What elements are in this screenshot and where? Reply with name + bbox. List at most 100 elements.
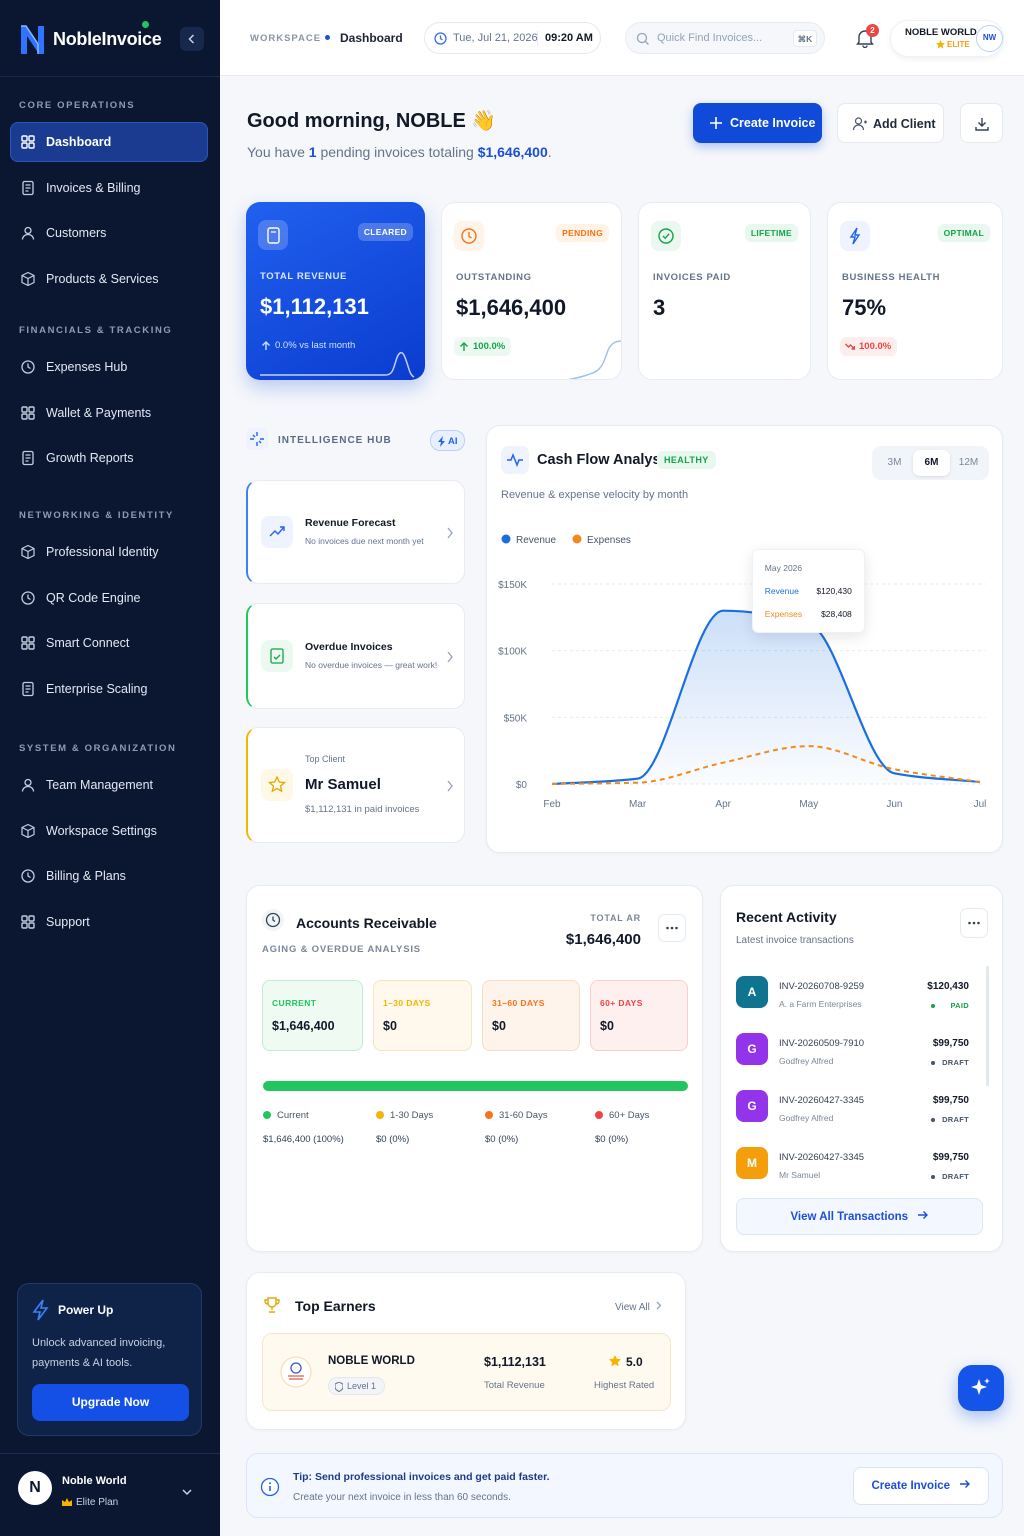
decoration	[261, 769, 293, 801]
range-option[interactable]: 6M	[913, 450, 950, 476]
insight-card[interactable]: Overdue Invoices No overdue invoices — gr…	[246, 603, 465, 709]
hub-icon	[246, 428, 268, 450]
decoration	[27, 594, 31, 600]
decoration	[447, 651, 453, 663]
nav-item[interactable]: Invoices & Billing	[10, 168, 208, 208]
user-name: Noble World	[62, 1475, 127, 1487]
icon	[840, 221, 870, 251]
tip-create-button[interactable]: Create Invoice	[853, 1467, 989, 1505]
nav-item[interactable]: Workspace Settings	[10, 811, 208, 851]
stat-value: $1,646,400	[456, 295, 567, 320]
icon	[651, 221, 681, 251]
decoration	[22, 180, 34, 195]
decoration	[21, 915, 28, 922]
range-option[interactable]: 12M	[958, 457, 979, 468]
pending-count: 1	[308, 144, 317, 160]
decoration	[662, 233, 670, 240]
time: 09:20 AM	[545, 32, 593, 44]
nav-item[interactable]: Enterprise Scaling	[10, 669, 208, 709]
decoration	[636, 32, 648, 44]
nav-section-title: NETWORKING & IDENTITY	[19, 510, 174, 521]
legend-dot	[485, 1111, 493, 1119]
nav-item[interactable]: Wallet & Payments	[10, 393, 208, 433]
nav-item[interactable]: Billing & Plans	[10, 856, 208, 896]
invoice-id: INV-20260427-3345	[779, 1095, 865, 1106]
decoration	[21, 26, 44, 54]
nav-item[interactable]: Customers	[10, 213, 208, 253]
activity-item[interactable]: G INV-20260509-7910 Godfrey Alfred $99,750 D…	[736, 1033, 981, 1083]
download-button[interactable]	[960, 103, 1003, 143]
nav-item[interactable]: Team Management	[10, 765, 208, 805]
nav-item[interactable]: Support	[10, 902, 208, 942]
aging-bucket: 60+ DAYS $0	[590, 980, 688, 1051]
icon	[21, 405, 35, 420]
bucket-detail: $0 (0%)	[595, 1134, 629, 1145]
legend-label: Revenue	[516, 535, 556, 546]
y-tick-label: $100K	[498, 647, 527, 658]
add-client-button[interactable]: Add Client	[837, 103, 944, 143]
hub-title: INTELLIGENCE HUB	[278, 435, 392, 446]
x-tick-label: Mar	[629, 799, 647, 810]
decoration	[936, 40, 945, 49]
status-dot	[931, 1004, 935, 1008]
pill-divider	[537, 31, 538, 46]
decoration	[447, 527, 453, 539]
activity-item[interactable]: A INV-20260708-9259 A. a Farm Enterprises $…	[736, 976, 981, 1026]
decoration	[849, 227, 861, 245]
top-bar: WORKSPACE Dashboard Tue, Jul 21, 2026 09…	[220, 0, 1024, 76]
x-tick-label: Apr	[715, 799, 731, 810]
decoration	[22, 451, 34, 466]
range-option[interactable]: 3M	[887, 457, 902, 468]
collapse-button[interactable]	[180, 27, 204, 51]
view-all-link[interactable]: View All	[615, 1302, 650, 1313]
user-plan: Elite Plan	[76, 1497, 119, 1508]
nav-item[interactable]: QR Code Engine	[10, 578, 208, 618]
insight-card[interactable]: Revenue Forecast No invoices due next mon…	[246, 480, 465, 584]
decoration	[182, 1489, 192, 1496]
nav-item[interactable]: Expenses Hub	[10, 347, 208, 387]
decoration	[32, 1299, 49, 1321]
more-button[interactable]	[658, 914, 686, 942]
brand: NobleInvoice	[53, 29, 162, 49]
stat-label: TOTAL REVENUE	[260, 271, 347, 282]
decoration	[710, 117, 722, 129]
scrollbar	[986, 966, 989, 1086]
view-all-button[interactable]: View All Transactions	[736, 1198, 983, 1235]
cash-flow-chart: $0 $50K $100K $150K Feb Mar Apr May Jun Jul Revenu…	[498, 534, 986, 810]
decoration	[290, 1362, 302, 1374]
earners-link[interactable]: View All	[615, 1301, 664, 1313]
chevron	[447, 651, 453, 663]
ai-assistant-button[interactable]	[958, 1365, 1004, 1411]
cash-flow-title: Cash Flow Analysis	[537, 452, 673, 468]
insight-text: No overdue invoices — great work!	[305, 660, 438, 670]
nav-item[interactable]: Smart Connect	[10, 623, 208, 663]
search-box[interactable]: Quick Find Invoices... ⌘K	[625, 22, 825, 54]
decoration	[21, 405, 28, 413]
activity-item[interactable]: M INV-20260427-3345 Mr Samuel $99,750 DRAFT	[736, 1147, 981, 1179]
nav-item[interactable]: Products & Services	[10, 259, 208, 299]
activity-item[interactable]: G INV-20260427-3345 Godfrey Alfred $99,750 D…	[736, 1090, 981, 1140]
insight-card[interactable]: Top Client Mr Samuel $1,112,131 in paid in…	[246, 727, 465, 843]
activity-list: A INV-20260708-9259 A. a Farm Enterprises $…	[721, 964, 991, 1179]
decoration	[853, 120, 867, 131]
invoice-status: DRAFT	[942, 1058, 969, 1067]
user-menu-chevron[interactable]	[180, 1485, 194, 1499]
trend-arrow	[460, 342, 468, 351]
stat-value: $1,112,131	[260, 294, 369, 319]
decoration	[261, 640, 293, 672]
more-button[interactable]	[960, 908, 988, 938]
nav-item[interactable]: Growth Reports	[10, 438, 208, 478]
upgrade-button[interactable]: Upgrade Now	[32, 1384, 189, 1421]
decoration	[264, 1297, 280, 1313]
decoration	[21, 234, 35, 240]
decoration	[651, 221, 681, 251]
create-invoice-button[interactable]: Create Invoice	[693, 103, 822, 143]
trophy-icon	[264, 1297, 280, 1313]
status-dot	[142, 21, 149, 28]
nav-item[interactable]: Dashboard	[10, 122, 208, 162]
icon	[21, 227, 35, 240]
account-pill[interactable]: NOBLE WORLD ELITE NW	[890, 20, 1004, 57]
decoration	[260, 351, 415, 378]
nav-item[interactable]: Professional Identity	[10, 532, 208, 572]
